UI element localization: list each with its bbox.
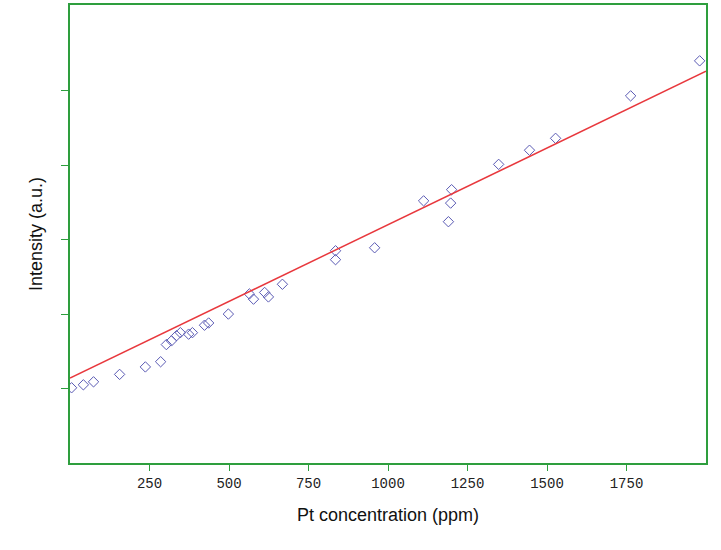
svg-text:750: 750: [296, 476, 321, 492]
svg-text:1750: 1750: [610, 476, 644, 492]
svg-text:500: 500: [216, 476, 241, 492]
svg-text:Intensity (a.u.): Intensity (a.u.): [26, 177, 46, 291]
svg-text:1500: 1500: [530, 476, 564, 492]
svg-text:1250: 1250: [451, 476, 485, 492]
svg-text:1000: 1000: [371, 476, 405, 492]
svg-text:250: 250: [137, 476, 162, 492]
svg-text:Pt concentration (ppm): Pt concentration (ppm): [297, 505, 479, 525]
